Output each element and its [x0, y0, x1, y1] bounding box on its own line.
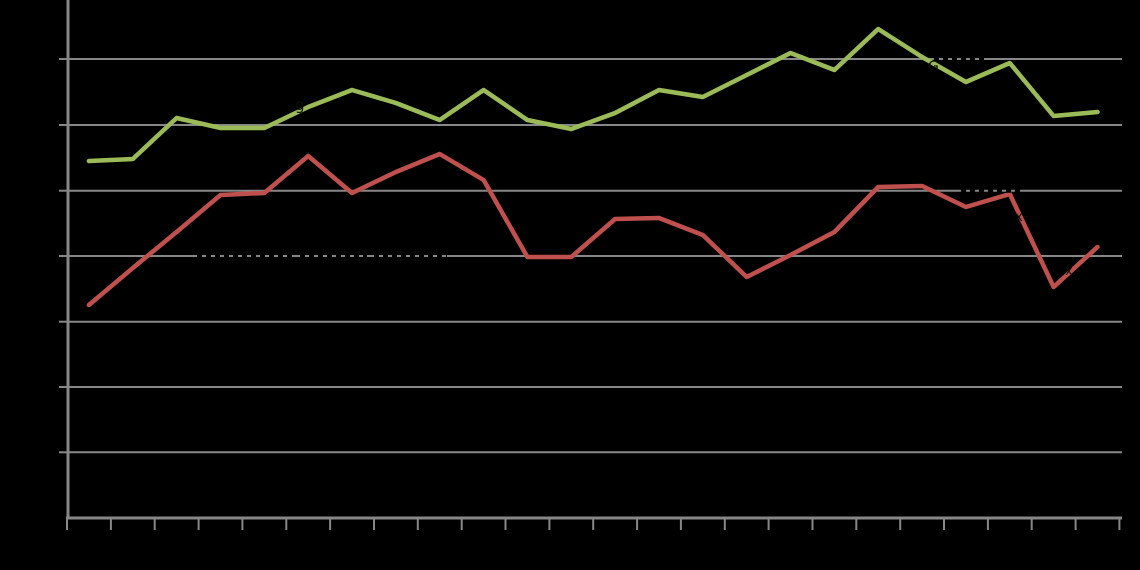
hidden-label-glyph-fragment: G — [928, 59, 939, 75]
hidden-label-glyph-fragment: g — [295, 96, 305, 114]
series-line-upper-green-series — [86, 26, 1100, 164]
series-line-lower-red-series — [86, 151, 1100, 308]
hidden-label-glyph-fragment: x — [1065, 264, 1073, 279]
hidden-label-glyph-fragment: x — [1015, 210, 1023, 225]
